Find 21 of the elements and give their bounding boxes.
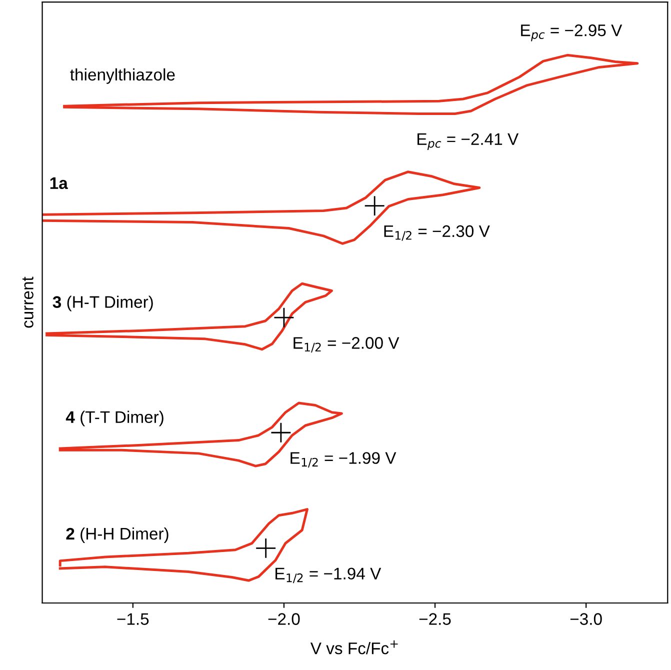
annotation: E$_{1/2}$ = −1.94 V	[276, 568, 382, 584]
annotation: E$_{1/2}$ = −2.00 V	[294, 337, 400, 353]
x-tick-label: −2.5	[419, 613, 451, 625]
series-label: thienylthiazole	[70, 68, 175, 84]
series-label: 2 (H-H Dimer)	[66, 527, 168, 543]
point	[270, 422, 292, 444]
series-label: 4 (T-T Dimer)	[66, 410, 164, 426]
annotation: E$_{1/2}$ = −1.99 V	[290, 452, 396, 468]
series-label: 1a	[50, 177, 68, 190]
x-axis-title: V vs Fc/Fc$^{+}$	[310, 640, 398, 654]
x-tick-label: −1.5	[117, 613, 149, 625]
x-tick-label: −2.0	[268, 613, 300, 625]
point	[255, 538, 276, 559]
annotation: E$_{pc}$ = −2.95 V	[521, 24, 622, 42]
point	[364, 195, 386, 216]
y-axis-title: current	[22, 276, 34, 328]
annotation: E$_{1/2}$ = −2.30 V	[384, 225, 490, 241]
x-tick-label: −3.0	[570, 613, 602, 625]
annotation: E$_{pc}$ = −2.41 V	[418, 133, 519, 150]
point	[274, 307, 294, 328]
series-label: 3 (H-T Dimer)	[52, 296, 153, 312]
